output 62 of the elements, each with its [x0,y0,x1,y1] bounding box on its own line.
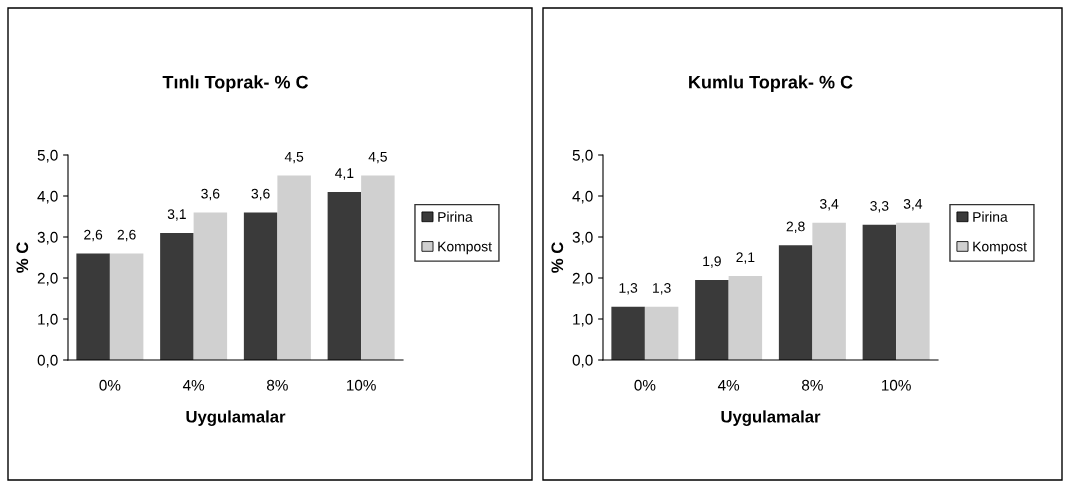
data-label: 3,6 [201,188,220,201]
y-tick-label: 0,0 [572,354,593,368]
x-tick-label: 0% [634,379,656,391]
legend-label: Kompost [438,241,492,255]
y-tick-label: 1,0 [38,313,58,327]
x-axis-title: Uygulamalar [721,410,821,426]
legend-label: Pirina [438,211,473,222]
x-tick-label: 4% [182,379,205,391]
bar [361,175,395,360]
bar [109,253,144,360]
bar [611,306,645,360]
bar [862,224,897,360]
data-label: 1,3 [619,283,638,295]
y-tick-label: 3,0 [37,231,58,245]
data-label: 3,1 [167,209,186,221]
y-tick-label: 1,0 [573,313,593,327]
data-label: 4,1 [335,168,354,180]
y-tick-label: 4,0 [37,190,58,204]
data-label: 2,8 [786,221,805,233]
y-tick-label: 2,0 [37,272,58,286]
data-label: 3,6 [251,188,270,201]
y-axis-title: % C [16,242,29,273]
data-label: 2,6 [84,229,103,242]
data-label: 2,1 [736,252,755,264]
data-label: 1,9 [703,256,721,268]
x-tick-label: 4% [717,379,740,391]
legend-label: Pirina [973,211,1008,222]
bar [327,191,362,360]
x-tick-label: 10% [347,379,376,391]
x-axis-title: Uygulamalar [186,410,286,426]
chart-title: Tınlı Toprak- % C [162,75,309,93]
bar [728,275,763,360]
x-tick-label: 8% [802,379,823,391]
bar [644,306,679,360]
x-tick-label: 0% [99,379,121,391]
y-tick-label: 5,0 [37,149,58,163]
bar [76,253,110,360]
data-label: 2,6 [117,229,136,242]
chart-title: Kumlu Toprak- % C [689,75,853,93]
data-label: 4,5 [284,151,304,164]
x-tick-label: 8% [267,379,288,391]
data-label: 3,4 [903,198,923,211]
data-label: 3,4 [820,198,839,211]
y-tick-label: 4,0 [572,190,593,204]
bar [778,245,813,360]
bar [193,212,228,360]
bar [896,222,930,360]
data-label: 3,3 [870,201,889,213]
x-tick-label: 10% [882,379,911,391]
bar [695,280,729,360]
bar [277,175,311,360]
legend-label: Kompost [973,241,1027,255]
data-label: 1,3 [653,283,671,295]
y-axis-title: % C [551,242,564,273]
data-label: 4,5 [368,151,387,164]
y-tick-label: 3,0 [572,231,593,245]
bar [812,222,846,360]
y-tick-label: 0,0 [37,354,58,368]
y-tick-label: 5,0 [572,149,593,163]
bar [160,232,194,360]
bar [243,212,278,360]
y-tick-label: 2,0 [572,272,593,286]
